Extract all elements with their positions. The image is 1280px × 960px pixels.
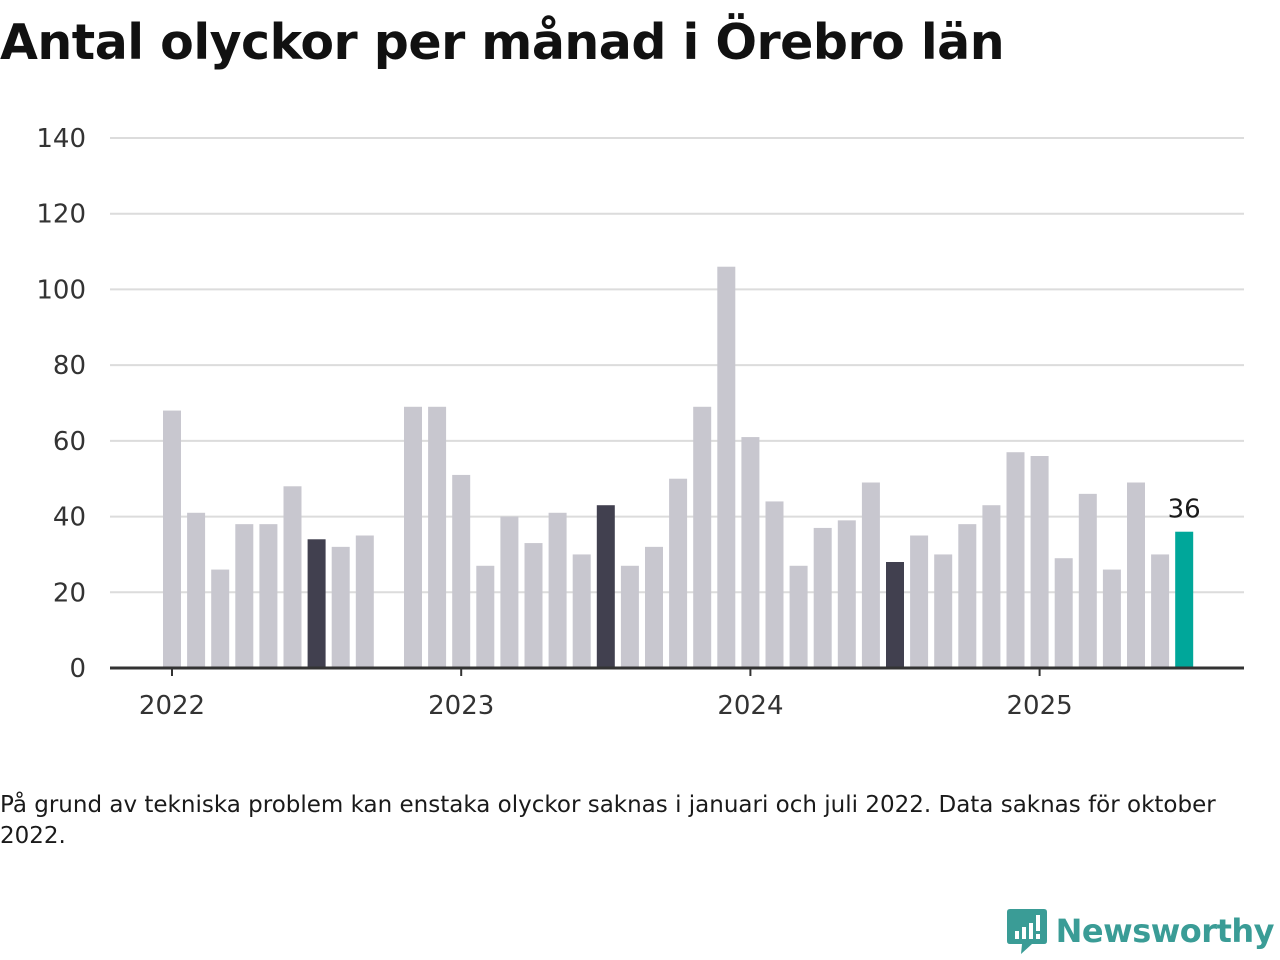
bar-2023-05 <box>548 512 567 668</box>
bar-2023-12 <box>717 266 736 668</box>
bar-2024-11 <box>982 505 1001 668</box>
bar-2022-03 <box>211 569 230 668</box>
bar-2023-02 <box>476 565 495 668</box>
x-tick-label: 2025 <box>1007 691 1073 721</box>
x-tick-label: 2024 <box>717 691 783 721</box>
bar-2025-06 <box>1151 554 1170 668</box>
bar-2025-01 <box>1030 456 1049 668</box>
bar-2024-04 <box>813 527 832 668</box>
bar-2023-08 <box>620 565 639 668</box>
bar-2024-01 <box>741 437 760 668</box>
bar-2024-03 <box>789 565 808 668</box>
bar-2023-01 <box>452 474 471 668</box>
bar-2025-04 <box>1102 569 1121 668</box>
labels: 0 20 40 60 80 100 120 140 2022 2023 2024 2025 36 <box>36 124 1200 721</box>
bar-chart: 0 20 40 60 80 100 120 140 2022 2023 2024 2025 36 <box>36 124 1244 721</box>
bar-2024-02 <box>765 501 784 668</box>
y-tick-label: 20 <box>53 578 86 608</box>
bar-2025-07 <box>1175 531 1194 668</box>
bar-2023-03 <box>500 516 519 668</box>
bar-2025-02 <box>1054 558 1073 668</box>
bar-2023-06 <box>572 554 591 668</box>
brand-logo[interactable]: Newsworthy <box>1006 906 1275 956</box>
x-tick-label: 2023 <box>428 691 494 721</box>
y-tick-label: 80 <box>53 351 86 381</box>
bar-2024-07 <box>886 562 904 668</box>
bar-2025-03 <box>1078 493 1097 668</box>
chart-title: Antal olyckor per månad i Örebro län <box>0 14 1005 71</box>
footnote: På grund av tekniska problem kan enstaka… <box>0 792 1216 849</box>
brand-name: Newsworthy <box>1055 912 1275 950</box>
bar-2024-12 <box>1006 452 1025 668</box>
bar-2023-11 <box>693 406 712 668</box>
bar-2022-04 <box>235 524 254 668</box>
bar-2022-07 <box>307 539 326 668</box>
bar-2022-06 <box>283 486 302 668</box>
bar-2023-07 <box>596 505 615 668</box>
bar-2022-11 <box>404 406 422 668</box>
bar-2024-06 <box>861 482 880 668</box>
y-tick-label: 60 <box>53 427 86 457</box>
newsworthy-logo-icon <box>1006 909 1047 954</box>
data-label: 36 <box>1168 495 1201 525</box>
bars <box>163 266 1194 668</box>
y-tick-label: 120 <box>36 200 86 230</box>
bar-2023-10 <box>669 478 688 668</box>
y-tick-label: 40 <box>53 503 86 533</box>
bar-2022-05 <box>259 524 278 668</box>
bar-2024-09 <box>934 554 953 668</box>
bar-2022-08 <box>331 546 350 668</box>
bar-2023-04 <box>524 543 543 668</box>
axes <box>110 666 1244 676</box>
bar-2024-10 <box>958 524 977 668</box>
bar-2025-05 <box>1127 482 1145 668</box>
bar-2022-09 <box>355 535 374 668</box>
x-tick-label: 2022 <box>139 691 205 721</box>
y-tick-label: 0 <box>69 654 86 684</box>
bar-2022-02 <box>187 512 206 668</box>
bar-2022-01 <box>163 410 181 668</box>
y-tick-label: 100 <box>36 275 86 305</box>
bar-2023-09 <box>645 546 663 668</box>
y-tick-label: 140 <box>36 124 86 154</box>
bar-2024-05 <box>837 520 856 668</box>
bar-2022-12 <box>428 406 447 668</box>
bar-2024-08 <box>910 535 929 668</box>
